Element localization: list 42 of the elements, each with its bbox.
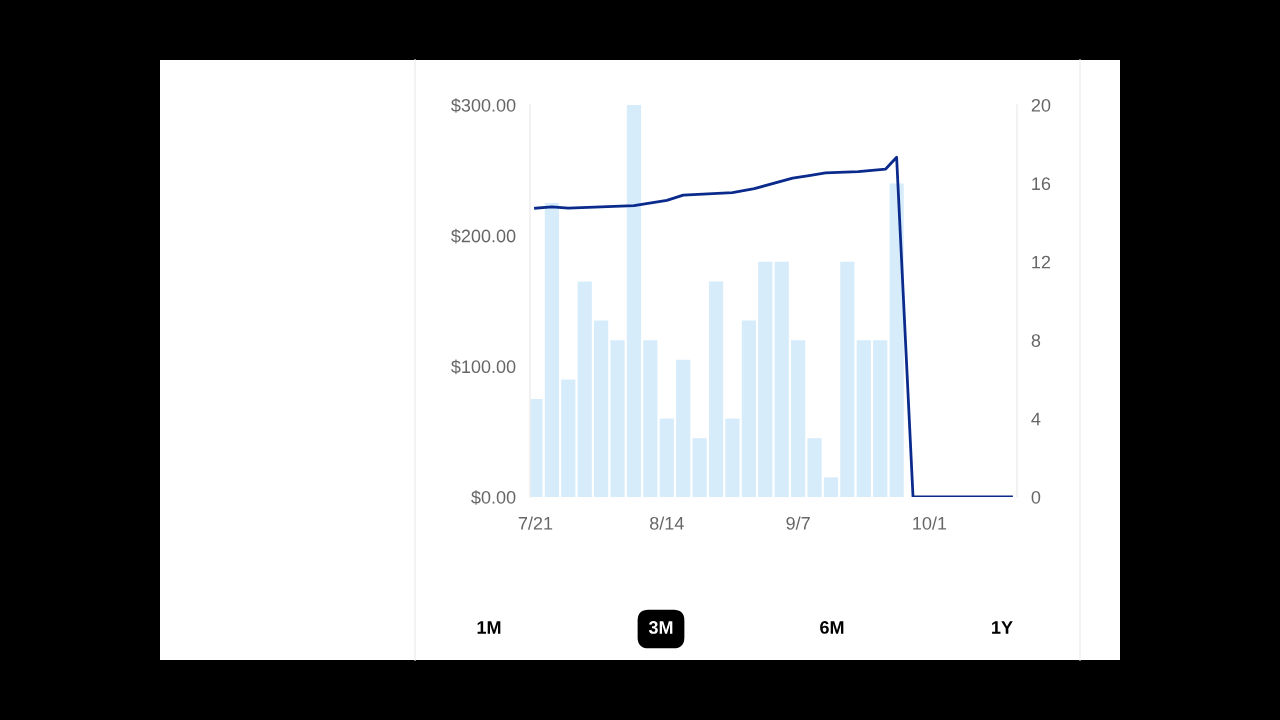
text: 1Y — [992, 621, 1013, 634]
y2-tick-label: 20 — [1031, 98, 1051, 112]
bar — [791, 340, 806, 497]
bar — [708, 281, 724, 497]
line-series — [534, 155, 1013, 497]
y2-tick-label: 16 — [1032, 177, 1051, 191]
bar — [774, 261, 789, 497]
text: 6M — [820, 621, 844, 634]
bar — [561, 379, 576, 497]
bar — [741, 320, 756, 497]
text: 3M — [648, 621, 673, 634]
text: 1M — [477, 621, 501, 634]
x-tick-label: 7/21 — [518, 516, 553, 530]
bar — [577, 281, 592, 497]
bar — [530, 399, 543, 497]
bar — [643, 340, 658, 497]
bar — [758, 261, 773, 497]
bar — [659, 418, 674, 497]
bar — [725, 418, 740, 497]
bar — [626, 105, 642, 497]
bar — [544, 203, 559, 497]
bar — [840, 261, 855, 497]
bar — [873, 340, 888, 497]
bar — [807, 438, 822, 497]
y-tick-label: $300.00 — [451, 98, 516, 113]
y2-tick-label: 4 — [1031, 412, 1041, 426]
y-tick-label: $100.00 — [451, 359, 516, 375]
bar — [823, 477, 839, 497]
x-tick-label: 10/1 — [913, 516, 947, 530]
bar — [676, 359, 691, 497]
bar — [692, 438, 707, 497]
bar — [594, 320, 609, 497]
y2-tick-label: 8 — [1031, 334, 1041, 347]
y-tick-label: $200.00 — [451, 228, 516, 244]
y2-tick-label: 0 — [1031, 490, 1041, 504]
x-tick-label: 9/7 — [786, 516, 810, 530]
x-tick-label: 8/14 — [650, 516, 684, 530]
bar — [610, 340, 625, 497]
y-tick-label: $0.00 — [471, 490, 516, 505]
bar — [889, 183, 904, 497]
bar — [856, 340, 871, 497]
y2-tick-label: 12 — [1032, 255, 1051, 269]
